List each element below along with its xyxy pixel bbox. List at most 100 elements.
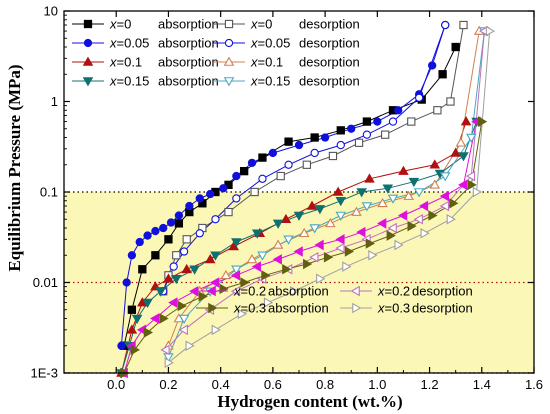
data-point [237,308,247,320]
data-point [240,166,249,176]
data-point [283,235,294,245]
legend-kind-2: absorption [158,36,219,51]
x-tick-label-6: 1.2 [421,377,439,392]
data-point [263,297,274,308]
data-point [179,247,189,256]
data-point [135,237,144,247]
legend-marker-11 [352,302,362,314]
data-point [362,117,372,126]
data-point [177,300,187,312]
legend-kind-10: absorption [268,301,329,316]
data-point [377,197,388,208]
x-tick-label-4: 0.8 [316,377,334,392]
data-point [394,239,404,251]
data-point [293,246,303,257]
data-point [247,158,257,167]
data-point [159,223,168,233]
data-point [394,106,403,115]
data-point [143,231,152,240]
data-point [467,179,477,191]
data-point [413,188,425,198]
data-point [477,116,488,127]
data-point [174,219,184,228]
data-point [414,93,424,102]
legend-kind-1: desorption [299,17,360,32]
x-tick-label-7: 1.4 [473,377,491,392]
y-axis-title: Equilibrium Pressure (MPa) [5,64,24,271]
data-point [418,200,429,212]
data-point [282,264,292,275]
data-point [143,327,153,338]
data-point [351,206,362,216]
data-point [439,200,450,212]
data-point [280,213,292,224]
data-point [386,230,396,241]
legend-kind-0: absorption [158,17,219,32]
x-tick-label-1: 0.2 [159,377,177,392]
data-point [398,165,409,175]
data-point [195,194,204,203]
legend-kind-9: desorption [412,284,473,299]
data-point [429,179,441,189]
data-point [117,341,126,350]
data-point [325,217,336,228]
data-point [458,152,469,162]
legend-label-3: x=0.05 [250,36,290,51]
data-point [373,117,382,126]
legend-kind-3: desorption [299,36,360,51]
data-point [258,153,267,162]
data-point [413,213,423,225]
data-point [126,324,138,334]
data-point [131,314,143,324]
legend-label-1: x=0 [250,17,272,32]
data-point [224,207,233,217]
data-point [298,227,310,238]
data-point [362,130,372,139]
data-point [310,133,319,142]
data-point [166,218,176,227]
data-point [459,20,468,30]
legend-label-8: x=0.2 [233,284,266,299]
data-point [458,179,468,191]
legend-marker-9 [350,285,360,297]
data-point [303,258,313,270]
data-point [164,235,173,244]
data-point [122,278,131,287]
legend-label-6: x=0.15 [109,74,149,89]
data-point [251,229,263,239]
data-point [210,251,221,261]
data-point [356,188,367,198]
data-point [185,340,195,352]
data-point [455,137,467,147]
data-point [232,171,241,181]
data-point [387,194,399,204]
data-point [294,140,304,150]
legend: x=0 absorption x=0 desorption x=0.05 absorpti… [72,17,473,316]
data-point [433,106,442,115]
legend-kind-7: desorption [299,74,360,89]
legend-kind-11: desorption [412,301,473,316]
data-point [169,262,178,271]
data-point [377,218,387,229]
x-tick-label-5: 1.0 [368,377,386,392]
data-point [172,251,181,260]
data-point [407,220,417,232]
x-tick-label-3: 0.6 [264,377,282,392]
legend-label-11: x=0.3 [377,301,410,316]
data-point [272,254,282,265]
data-point [472,186,482,198]
y-tick-label-0: 1E-3 [31,366,58,381]
x-tick-label-8: 1.6 [525,377,543,392]
data-point [309,252,319,263]
legend-marker-3 [224,38,234,48]
y-tick-label-1: 0.01 [33,275,58,290]
x-tick-label-2: 0.4 [212,377,230,392]
data-point [335,234,345,245]
legend-marker-0 [83,19,93,29]
data-point [231,238,242,248]
data-point [450,147,461,157]
data-point [178,324,188,336]
y-tick-label-4: 10 [44,4,58,19]
data-point [258,174,267,183]
data-point [211,215,220,224]
